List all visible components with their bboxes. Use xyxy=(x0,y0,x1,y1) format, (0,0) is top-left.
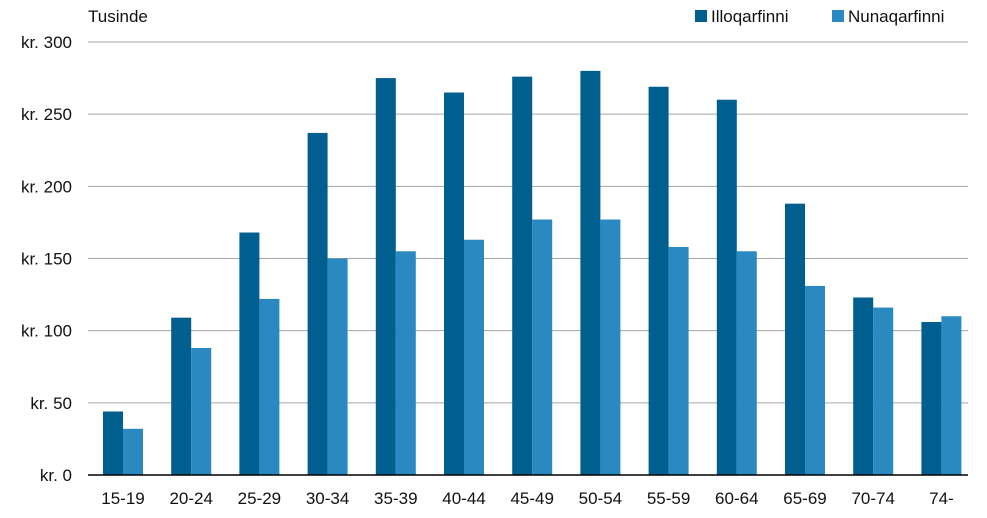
legend-swatch xyxy=(695,10,707,22)
bar-series1 xyxy=(103,411,123,475)
legend-label: Nunaqarfinni xyxy=(848,7,944,26)
legend-swatch xyxy=(832,10,844,22)
bar-series1 xyxy=(580,70,601,475)
bar-series1 xyxy=(512,76,533,475)
x-tick-label: 74- xyxy=(929,489,954,508)
bar-series1 xyxy=(171,317,192,475)
bar-series1 xyxy=(853,297,874,475)
legend-label: Illoqarfinni xyxy=(711,7,789,26)
x-tick-label: 25-29 xyxy=(238,489,281,508)
x-tick-label: 30-34 xyxy=(306,489,349,508)
bar-series2 xyxy=(191,347,212,475)
x-tick-label: 45-49 xyxy=(510,489,553,508)
x-tick-label: 70-74 xyxy=(851,489,894,508)
x-tick-label: 65-69 xyxy=(783,489,826,508)
bar-series2 xyxy=(532,219,553,475)
bar-series2 xyxy=(941,316,962,475)
x-tick-label: 60-64 xyxy=(715,489,758,508)
bar-series1 xyxy=(307,132,328,475)
y-tick-label: kr. 100 xyxy=(21,322,72,341)
y-tick-label: kr. 50 xyxy=(30,394,72,413)
bar-series1 xyxy=(444,92,464,476)
x-tick-label: 40-44 xyxy=(442,489,485,508)
bar-series2 xyxy=(736,251,757,475)
bar-series2 xyxy=(395,251,416,475)
bar-series2 xyxy=(600,219,621,475)
bar-series1 xyxy=(785,203,805,476)
x-tick-label: 55-59 xyxy=(647,489,690,508)
bar-series1 xyxy=(716,99,737,475)
bar-series2 xyxy=(873,307,894,475)
bar-series2 xyxy=(805,285,825,475)
y-tick-label: kr. 300 xyxy=(21,33,72,52)
bar-series2 xyxy=(259,298,280,475)
bar-series2 xyxy=(123,428,143,475)
bar-series1 xyxy=(375,78,396,475)
x-tick-label: 20-24 xyxy=(169,489,212,508)
bar-series1 xyxy=(239,232,260,475)
y-tick-label: kr. 200 xyxy=(21,177,72,196)
y-axis-ticks: kr. 0 kr. 50 kr. 100 kr. 150 kr. 200 kr. 250 k… xyxy=(21,33,72,485)
y-tick-label: kr. 0 xyxy=(40,466,72,485)
bars-layer xyxy=(103,70,962,476)
bar-series1 xyxy=(921,322,942,475)
x-tick-label: 35-39 xyxy=(374,489,417,508)
y-tick-label: kr. 250 xyxy=(21,105,72,124)
bar-series2 xyxy=(668,246,689,475)
y-axis-unit-label: Tusinde xyxy=(88,7,148,26)
bar-series2 xyxy=(327,258,348,475)
bar-series1 xyxy=(648,86,669,475)
bar-series2 xyxy=(464,239,484,475)
y-tick-label: kr. 150 xyxy=(21,250,72,269)
legend: Illoqarfinni Nunaqarfinni xyxy=(695,7,944,26)
x-tick-label: 50-54 xyxy=(579,489,622,508)
x-tick-label: 15-19 xyxy=(101,489,144,508)
x-axis-ticks: 15-19 20-24 25-29 30-34 35-39 40-44 45-49 50-54… xyxy=(101,489,953,508)
